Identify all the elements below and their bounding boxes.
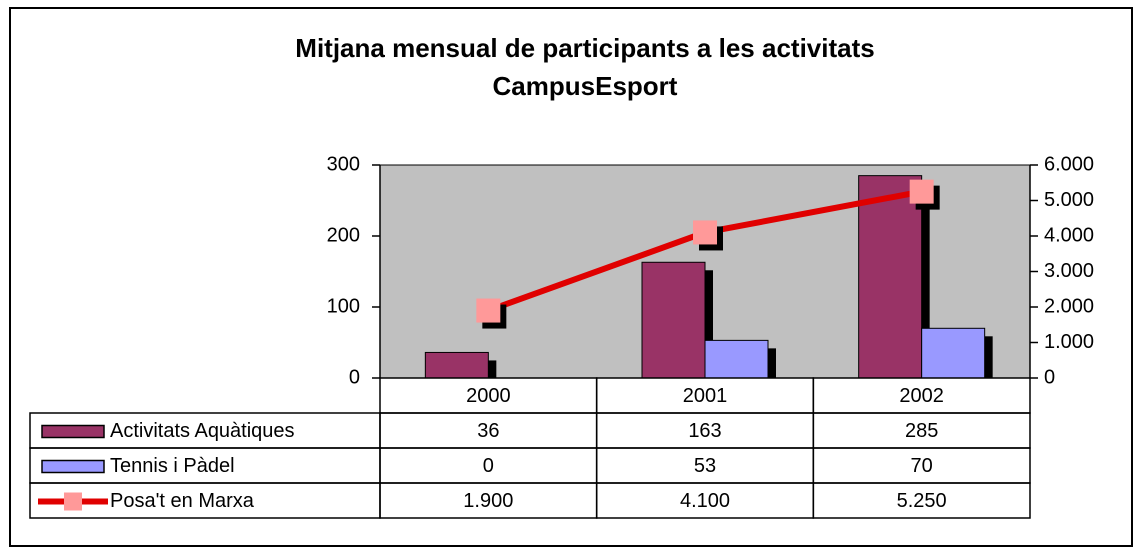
table-value: 163 xyxy=(688,420,721,442)
y2-tick-label: 2.000 xyxy=(1044,295,1094,317)
legend-swatch xyxy=(41,459,105,474)
bar xyxy=(921,327,986,379)
table-header: 2001 xyxy=(683,385,728,407)
y2-tick-label: 5.000 xyxy=(1044,189,1094,211)
marker xyxy=(476,298,501,323)
legend-label: Posa't en Marxa xyxy=(110,490,255,512)
bar xyxy=(641,261,706,379)
marker xyxy=(909,179,934,204)
y2-tick-label: 6.000 xyxy=(1044,153,1094,175)
bar xyxy=(858,175,923,379)
legend-marker xyxy=(64,492,82,511)
y2-tick-label: 4.000 xyxy=(1044,224,1094,246)
legend-label: Tennis i Pàdel xyxy=(110,455,235,477)
table-value: 285 xyxy=(905,420,938,442)
table-value: 36 xyxy=(477,420,499,442)
bar xyxy=(424,351,489,379)
marker xyxy=(693,220,717,245)
table-header: 2000 xyxy=(466,385,511,407)
chart-title: CampusEsport xyxy=(493,71,678,101)
table-value: 5.250 xyxy=(897,490,947,512)
table-value: 53 xyxy=(694,455,716,477)
table-cell xyxy=(812,482,1031,519)
y-tick-label: 300 xyxy=(327,153,360,175)
table-header: 2002 xyxy=(899,385,944,407)
y-tick-label: 200 xyxy=(327,224,360,246)
y-tick-label: 0 xyxy=(349,366,360,388)
y2-tick-label: 3.000 xyxy=(1044,260,1094,282)
y2-tick-label: 0 xyxy=(1044,366,1055,388)
table-value: 1.900 xyxy=(463,490,513,512)
bar xyxy=(704,339,769,379)
table-value: 0 xyxy=(483,455,494,477)
legend-label: Activitats Aquàtiques xyxy=(110,420,295,442)
y-tick-label: 100 xyxy=(327,295,360,317)
table-value: 70 xyxy=(911,455,933,477)
chart-title: Mitjana mensual de participants a les ac… xyxy=(295,33,874,63)
table-value: 4.100 xyxy=(680,490,730,512)
legend-swatch xyxy=(41,424,105,439)
y2-tick-label: 1.000 xyxy=(1044,331,1094,353)
